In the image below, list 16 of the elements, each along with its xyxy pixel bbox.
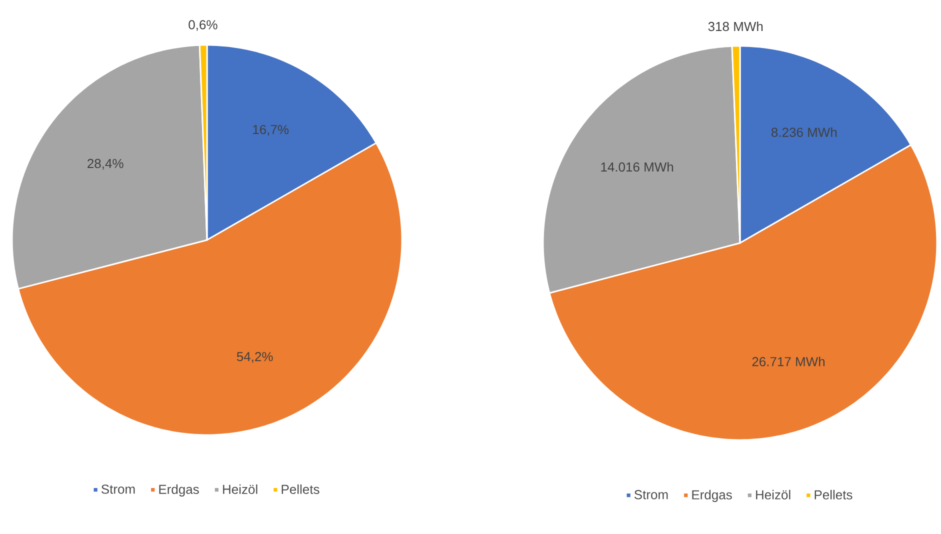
data-label: 16,7% (253, 124, 289, 136)
data-label: 26.717 MWh (752, 356, 825, 366)
data-label: 14.016 MWh (601, 162, 674, 172)
legend-label: Pellets (282, 484, 320, 494)
legend-label: Strom (101, 484, 135, 494)
legend-label: Heizöl (756, 490, 790, 500)
legend-label: Strom (634, 490, 668, 500)
legend-label: Erdgas (159, 484, 199, 497)
legend-label: Heizöl (223, 484, 258, 494)
data-label: 318 MWh (708, 22, 763, 32)
data-label: 54,2% (236, 352, 273, 363)
legend-label: Pellets (814, 490, 852, 500)
data-label: 8.236 MWh (772, 127, 837, 137)
data-label: 28,4% (88, 158, 124, 170)
legend-label: Erdgas (692, 490, 732, 502)
data-label: 0,6% (188, 20, 218, 31)
